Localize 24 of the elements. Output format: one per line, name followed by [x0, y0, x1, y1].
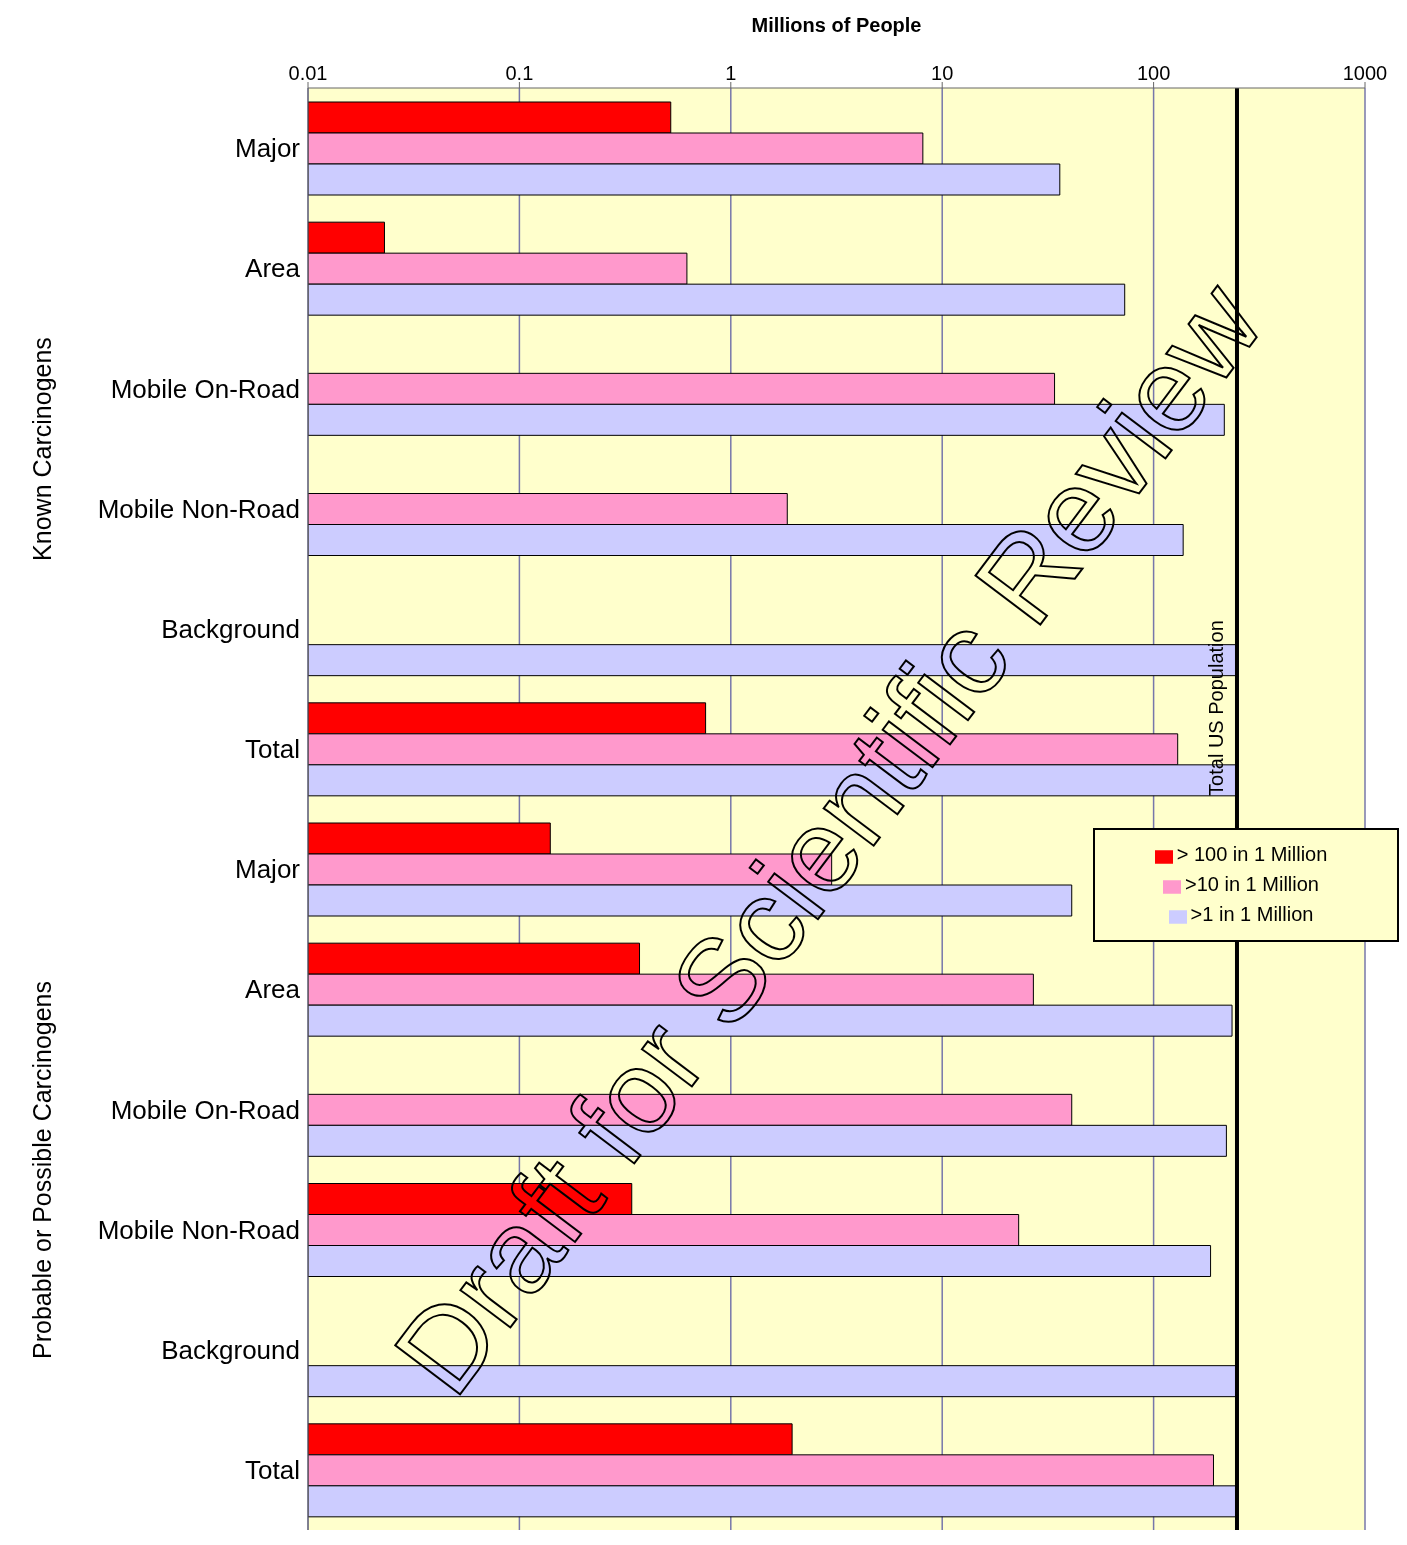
legend-label: > 100 in 1 Million: [1176, 843, 1328, 865]
y-tick-label: Mobile On-Road: [110, 1094, 300, 1125]
legend-label: >10 in 1 Million: [1185, 873, 1319, 895]
x-tick-label: 1000: [1342, 62, 1388, 84]
x-tick-label: 100: [1136, 62, 1171, 84]
y-tick-label: Background: [161, 613, 300, 644]
y-tick-label: Mobile On-Road: [110, 373, 300, 404]
y-tick-label: Area: [245, 253, 301, 284]
legend-label: >1 in 1 Million: [1190, 903, 1314, 925]
y-tick-label: Total: [245, 734, 300, 765]
y-tick-label: Total: [245, 1455, 300, 1486]
y-tick-label: Mobile Non-Road: [97, 1214, 300, 1245]
y-tick-label: Background: [161, 1334, 300, 1365]
text: Known Carcinogens: [27, 336, 57, 561]
y-tick-label: Mobile Non-Road: [97, 493, 300, 524]
x-tick-label: 1: [725, 62, 737, 84]
x-axis-title: Millions of People: [751, 14, 922, 37]
x-tick-label: 0.01: [288, 62, 328, 84]
text: Probable or Possible Carcinogens: [27, 980, 57, 1359]
y-tick-label: Area: [245, 974, 301, 1005]
x-tick-label: 0.1: [505, 62, 534, 84]
y-tick-label: Major: [234, 133, 301, 164]
y-tick-label: Major: [234, 854, 301, 885]
x-tick-label: 10: [931, 62, 954, 84]
